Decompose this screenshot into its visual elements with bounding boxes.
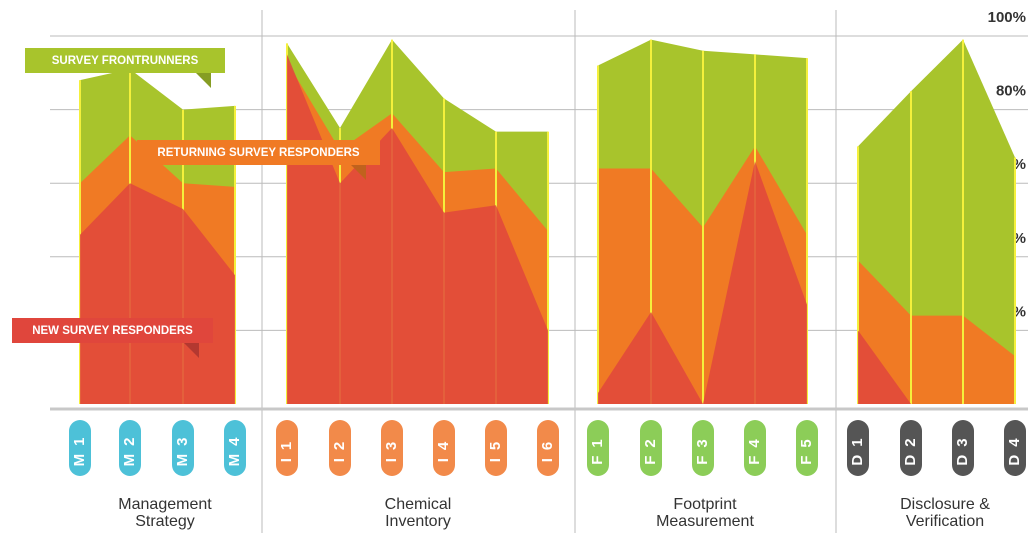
category-pill bbox=[433, 420, 455, 476]
category-pill bbox=[847, 420, 869, 476]
x-tick-label: F2 bbox=[642, 431, 659, 465]
category-pill bbox=[1004, 420, 1026, 476]
x-tick-label: F4 bbox=[746, 431, 763, 465]
legend-tail bbox=[350, 164, 366, 180]
legend-label: RETURNING SURVEY RESPONDERS bbox=[157, 147, 359, 159]
x-tick-label: F3 bbox=[694, 431, 711, 465]
group-label: Disclosure & Verification bbox=[900, 496, 990, 530]
area bbox=[287, 54, 548, 405]
legend-label: SURVEY FRONTRUNNERS bbox=[52, 55, 199, 67]
x-tick-label: I3 bbox=[383, 434, 400, 463]
x-tick-label: D3 bbox=[954, 430, 971, 465]
x-tick-label: I1 bbox=[278, 434, 295, 463]
x-tick-label: F5 bbox=[798, 431, 815, 465]
area bbox=[598, 161, 807, 404]
category-pill bbox=[69, 420, 91, 476]
y-tick-label: 80% bbox=[996, 83, 1026, 100]
x-tick-label: I5 bbox=[487, 434, 504, 463]
category-pill bbox=[485, 420, 507, 476]
x-tick-label: I6 bbox=[539, 434, 556, 463]
legend-box bbox=[25, 48, 225, 73]
x-tick-label: D4 bbox=[1006, 430, 1023, 465]
category-pill bbox=[952, 420, 974, 476]
category-pill bbox=[796, 420, 818, 476]
legend-box bbox=[137, 140, 380, 165]
group-label: Management Strategy bbox=[118, 496, 212, 530]
x-tick-label: M3 bbox=[174, 430, 191, 467]
x-tick-label: M1 bbox=[71, 430, 88, 467]
x-tick-label: D1 bbox=[849, 430, 866, 465]
category-pill bbox=[744, 420, 766, 476]
category-pill bbox=[329, 420, 351, 476]
category-pill bbox=[537, 420, 559, 476]
x-tick-label: M4 bbox=[226, 430, 243, 467]
legend-tail bbox=[183, 342, 199, 358]
category-pill bbox=[276, 420, 298, 476]
category-pill bbox=[224, 420, 246, 476]
y-tick-label: 100% bbox=[988, 9, 1026, 26]
area bbox=[858, 260, 1015, 404]
category-pill bbox=[900, 420, 922, 476]
x-tick-label: I4 bbox=[435, 434, 452, 463]
x-tick-label: I2 bbox=[331, 434, 348, 463]
category-pill bbox=[119, 420, 141, 476]
category-pill bbox=[692, 420, 714, 476]
category-pill bbox=[381, 420, 403, 476]
legend-tail bbox=[195, 72, 211, 88]
x-tick-label: M2 bbox=[121, 430, 138, 467]
category-pill bbox=[587, 420, 609, 476]
group-label: Chemical Inventory bbox=[384, 496, 452, 530]
area bbox=[858, 330, 1015, 404]
x-tick-label: F1 bbox=[589, 431, 606, 465]
legend-box bbox=[12, 318, 213, 343]
legend-label: NEW SURVEY RESPONDERS bbox=[32, 325, 193, 337]
category-pill bbox=[640, 420, 662, 476]
group-label: Footprint Measurement bbox=[656, 496, 754, 530]
x-tick-label: D2 bbox=[902, 430, 919, 465]
category-pill bbox=[172, 420, 194, 476]
